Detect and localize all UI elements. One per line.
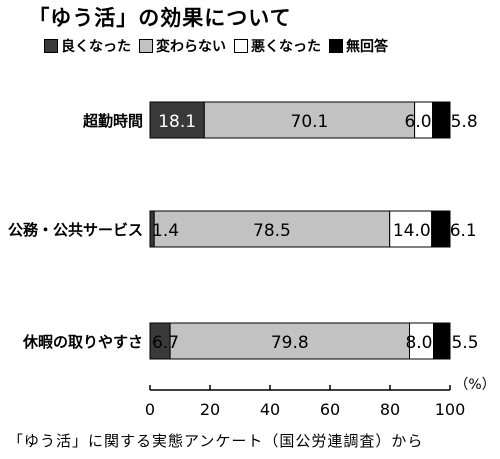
legend-item-no-answer: 無回答 — [329, 36, 388, 56]
data-label: 70.1 — [291, 112, 329, 132]
data-label: 1.4 — [152, 221, 179, 241]
x-tick-label: 100 — [435, 400, 466, 419]
bar-segment — [433, 322, 451, 360]
data-label: 5.8 — [451, 112, 478, 132]
legend-label-unchanged: 変わらない — [156, 39, 226, 55]
data-label: 5.5 — [452, 333, 479, 353]
data-label: 6.1 — [450, 221, 477, 241]
bar-segment — [431, 210, 451, 248]
data-label: 18.1 — [158, 112, 196, 132]
unit-label: （%） — [454, 377, 495, 393]
x-tick-label: 0 — [145, 400, 155, 419]
bar-segment — [153, 210, 391, 248]
data-label: 8.0 — [405, 333, 432, 353]
legend: 良くなった 変わらない 悪くなった 無回答 — [44, 36, 396, 56]
bar-segment — [149, 101, 205, 139]
bar-segment — [389, 210, 433, 248]
bar-segment — [409, 322, 434, 360]
category-label: 公務・公共サービス — [8, 221, 143, 239]
data-label: 6.0 — [405, 112, 432, 132]
legend-label-no-answer: 無回答 — [346, 39, 388, 55]
legend-label-good: 良くなった — [61, 39, 131, 55]
legend-swatch-no-answer — [329, 39, 343, 53]
data-label: 78.5 — [253, 221, 291, 241]
legend-swatch-good — [44, 39, 58, 53]
data-label: 79.8 — [271, 333, 309, 353]
legend-item-good: 良くなった — [44, 36, 131, 56]
x-tick-label: 80 — [380, 400, 400, 419]
x-tick-label: 60 — [320, 400, 340, 419]
category-label: 休暇の取りやすさ — [22, 333, 143, 351]
chart-title: 「ゆう活」の効果について — [28, 6, 292, 30]
source-note: 「ゆう活」に関する実態アンケート（国公労連調査）から — [8, 432, 424, 450]
x-tick-label: 20 — [200, 400, 220, 419]
legend-swatch-worse — [234, 39, 248, 53]
x-tick-label: 40 — [260, 400, 280, 419]
bar-segment — [203, 101, 416, 139]
legend-item-worse: 悪くなった — [234, 36, 321, 56]
bar-segment — [169, 322, 410, 360]
category-label: 超勤時間 — [82, 112, 143, 130]
legend-item-unchanged: 変わらない — [139, 36, 226, 56]
bar-segment — [432, 101, 451, 139]
data-label: 6.7 — [152, 333, 179, 353]
data-label: 14.0 — [393, 221, 431, 241]
legend-label-worse: 悪くなった — [251, 39, 321, 55]
legend-swatch-unchanged — [139, 39, 153, 53]
